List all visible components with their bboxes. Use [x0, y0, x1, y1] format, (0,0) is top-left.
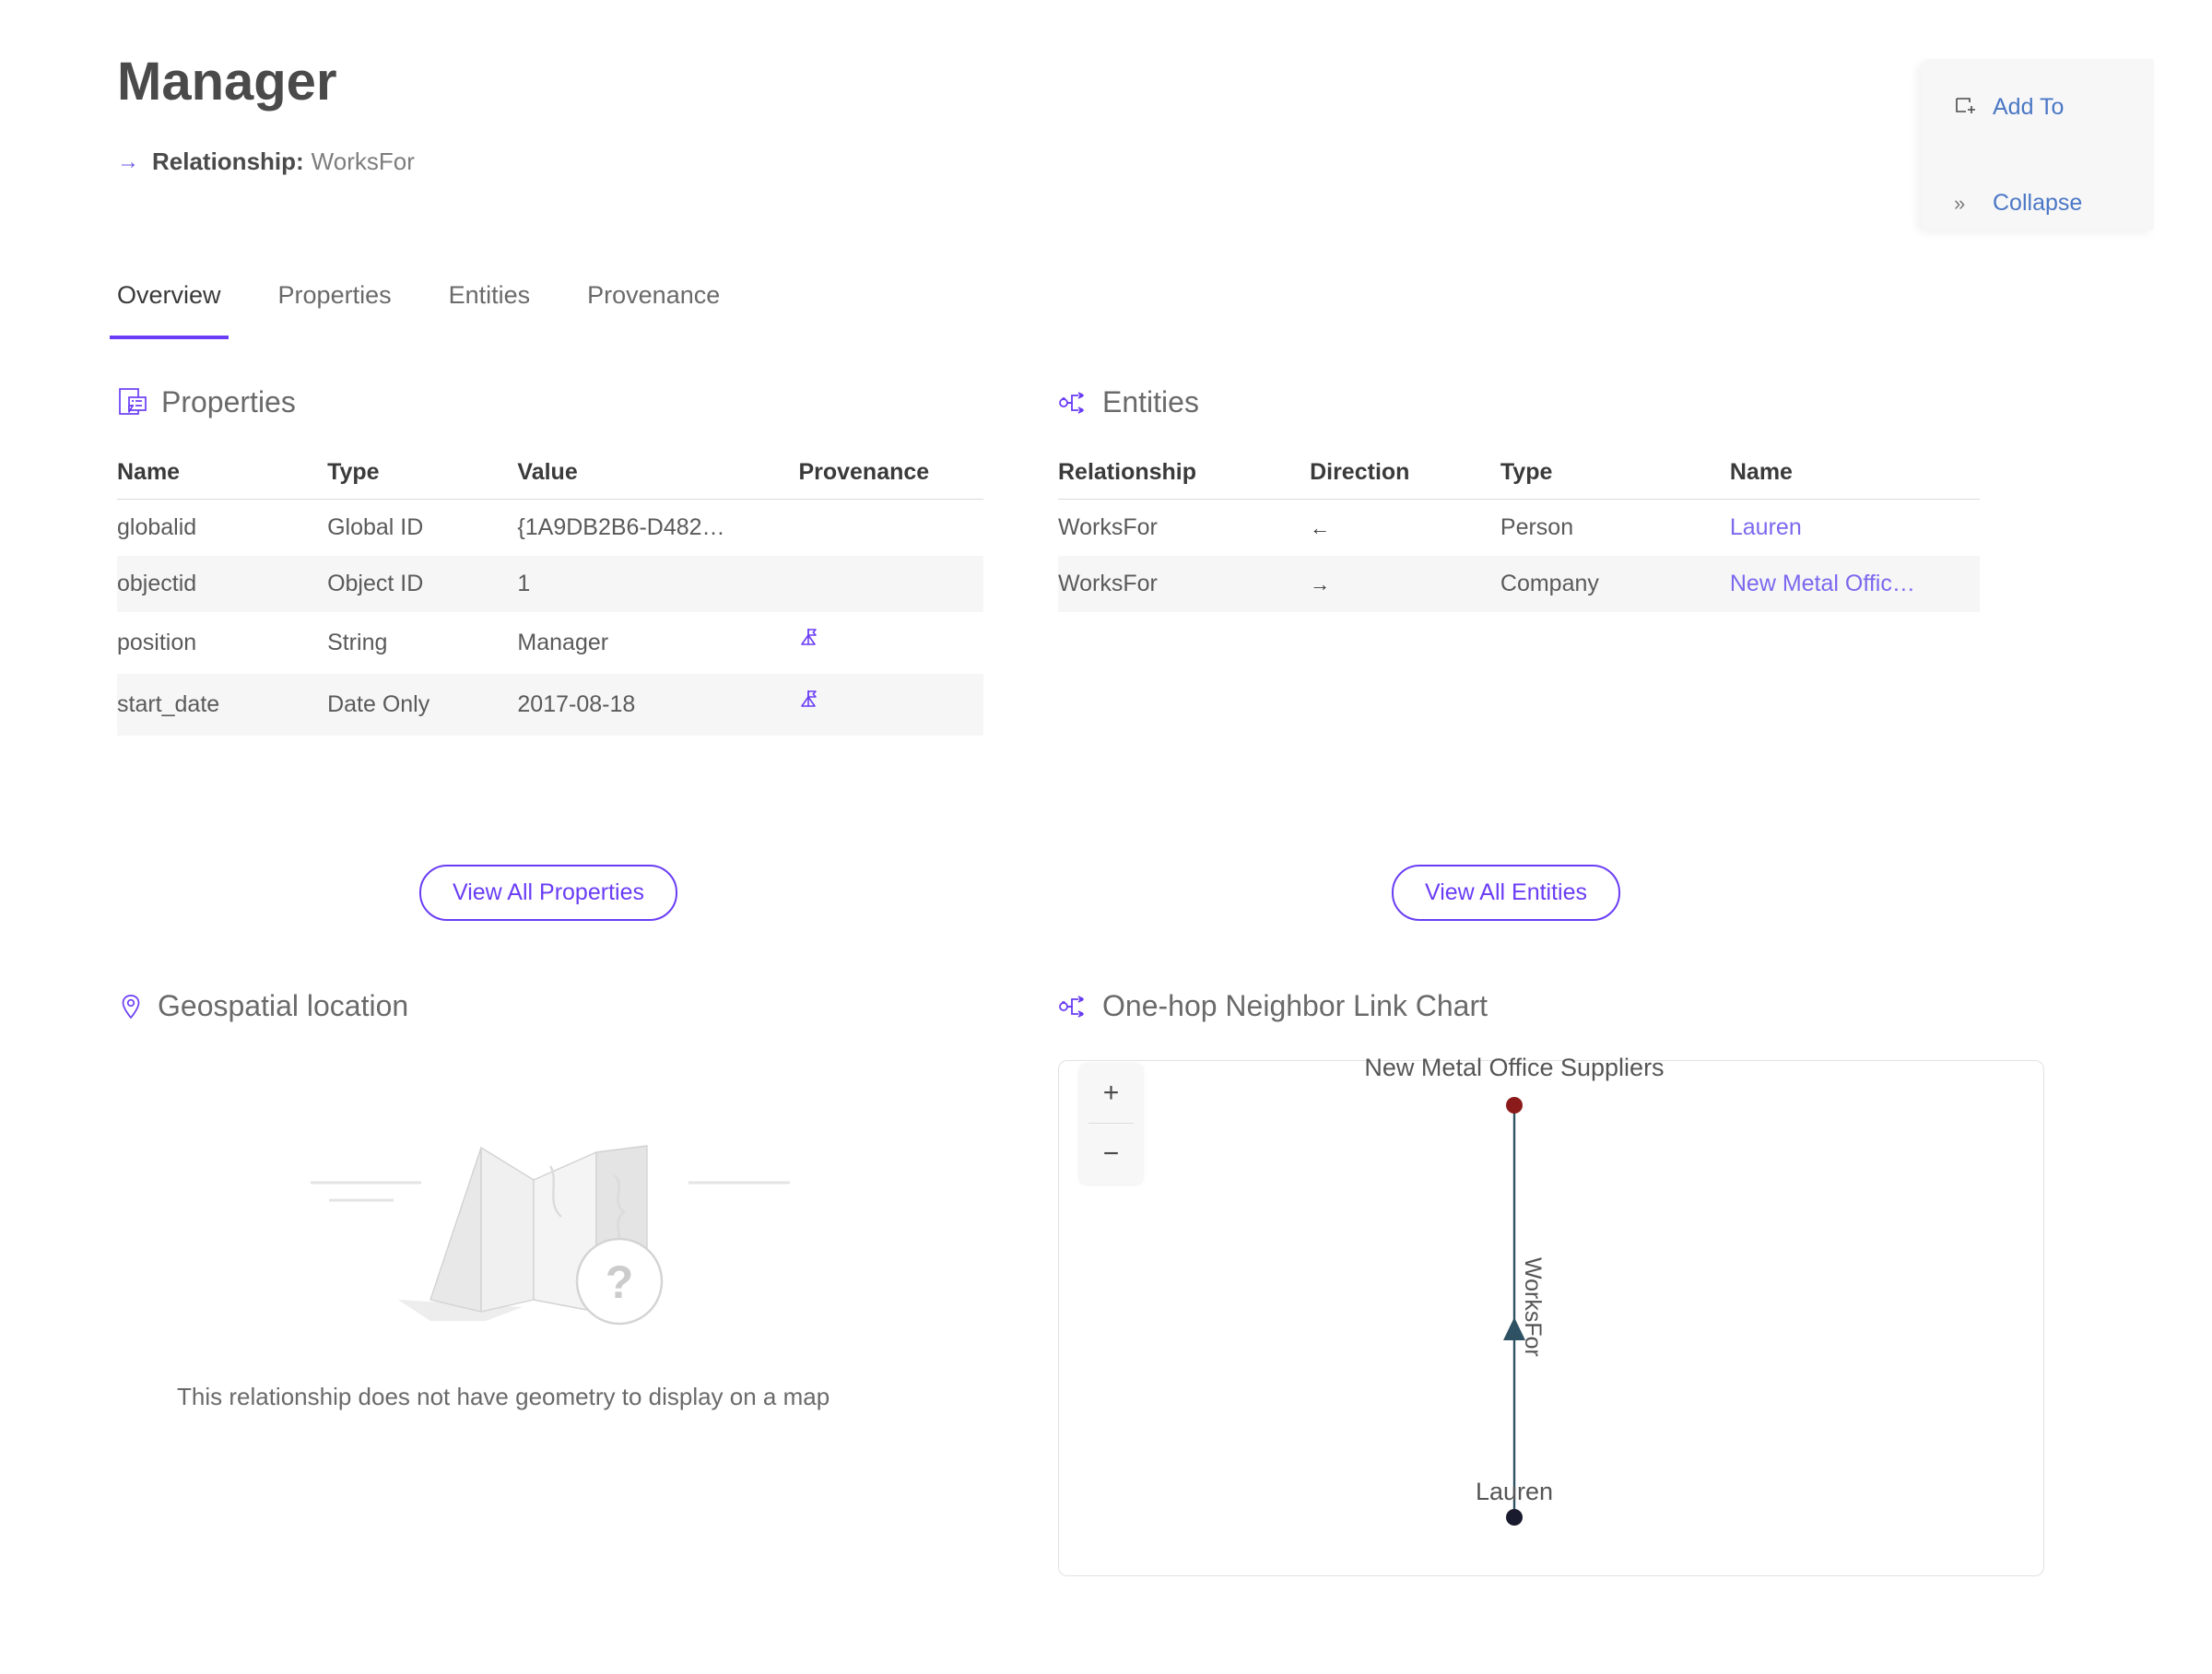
svg-text:?: ?: [606, 1256, 634, 1308]
